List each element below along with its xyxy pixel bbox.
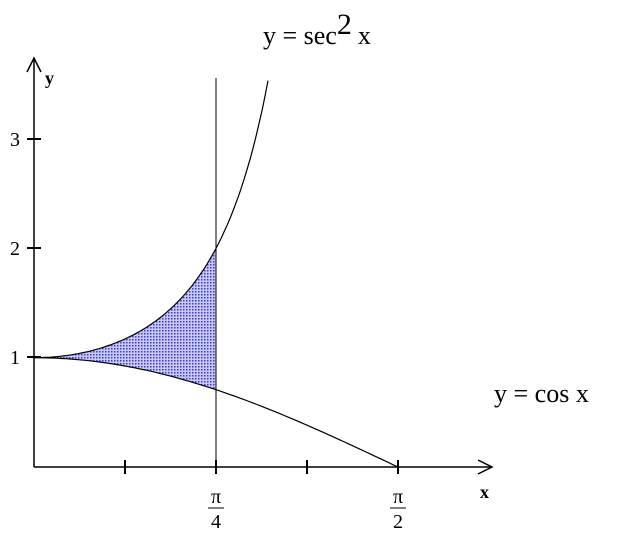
- numerator: π: [393, 486, 403, 508]
- y-axis-label: y: [45, 68, 54, 88]
- x-tick-label: π 2: [390, 486, 406, 533]
- y-tick-label: 1: [10, 347, 20, 369]
- numerator: π: [211, 486, 221, 508]
- sec-curve: [34, 80, 269, 359]
- x-arrow: [477, 459, 494, 475]
- x-axis-label: x: [480, 482, 489, 502]
- y-arrow: [26, 56, 42, 73]
- x-tick-label: π 4: [208, 486, 224, 533]
- denominator: 4: [211, 511, 221, 533]
- cos-curve: [34, 357, 399, 468]
- cos-label: y = cos x: [494, 379, 589, 408]
- y-tick-label: 3: [10, 129, 20, 151]
- y-tick-label: 2: [10, 238, 20, 260]
- label-tail: x: [358, 21, 371, 50]
- label-text: y = sec: [263, 21, 337, 50]
- sec-label: y = sec2 x: [263, 8, 371, 50]
- shaded-region: [34, 248, 216, 390]
- denominator: 2: [393, 511, 403, 533]
- exponent: 2: [337, 8, 352, 41]
